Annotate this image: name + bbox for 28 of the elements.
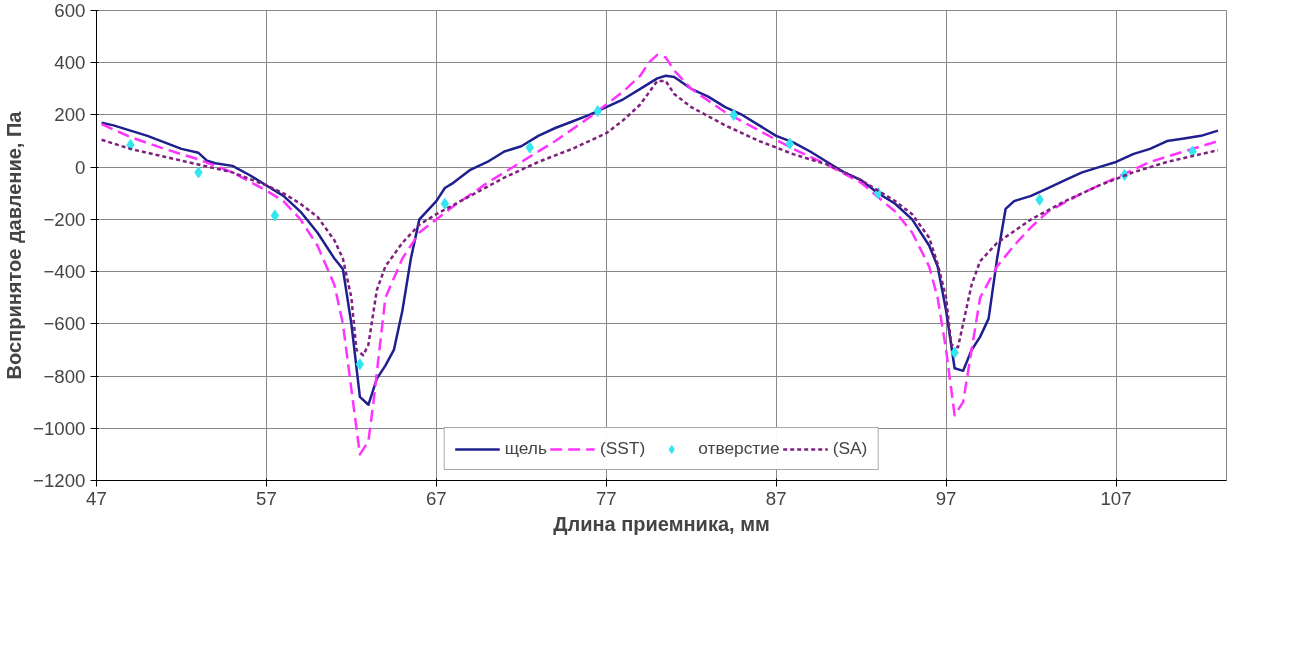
y-tick-label: −600 bbox=[43, 313, 86, 335]
y-tick-label: −400 bbox=[43, 261, 86, 283]
y-tick-label: 200 bbox=[54, 104, 86, 126]
x-tick-label: 57 bbox=[256, 487, 277, 509]
point bbox=[355, 358, 365, 371]
x-tick-label: 47 bbox=[86, 487, 107, 509]
x-axis-title: Длина приемника, мм bbox=[553, 512, 770, 535]
y-tick-label: −1000 bbox=[33, 417, 86, 439]
legend-label: (SA) bbox=[832, 438, 868, 459]
x-tick-label: 77 bbox=[595, 487, 617, 509]
line-series bbox=[100, 79, 1220, 357]
y-tick-label: −1200 bbox=[33, 470, 86, 491]
legend-label: щель bbox=[504, 438, 547, 459]
legend-label: (SST) bbox=[599, 438, 646, 459]
point bbox=[440, 197, 450, 210]
y-axis-title: Воспринятое давление, Па bbox=[3, 110, 26, 380]
x-tick-label: 97 bbox=[935, 487, 957, 509]
point bbox=[270, 209, 280, 222]
y-tick-label: 600 bbox=[54, 0, 86, 21]
x-tick-label: 107 bbox=[1100, 487, 1132, 509]
y-tick-label: 400 bbox=[54, 52, 86, 74]
y-tick-label: −800 bbox=[43, 365, 86, 387]
line-series bbox=[100, 74, 1220, 407]
x-tick-label: 67 bbox=[425, 487, 447, 509]
legend-label: отверстие bbox=[698, 438, 780, 459]
x-tick-label: 87 bbox=[765, 487, 787, 509]
y-tick-label: −200 bbox=[43, 208, 86, 230]
y-tick-label: 0 bbox=[75, 156, 86, 178]
